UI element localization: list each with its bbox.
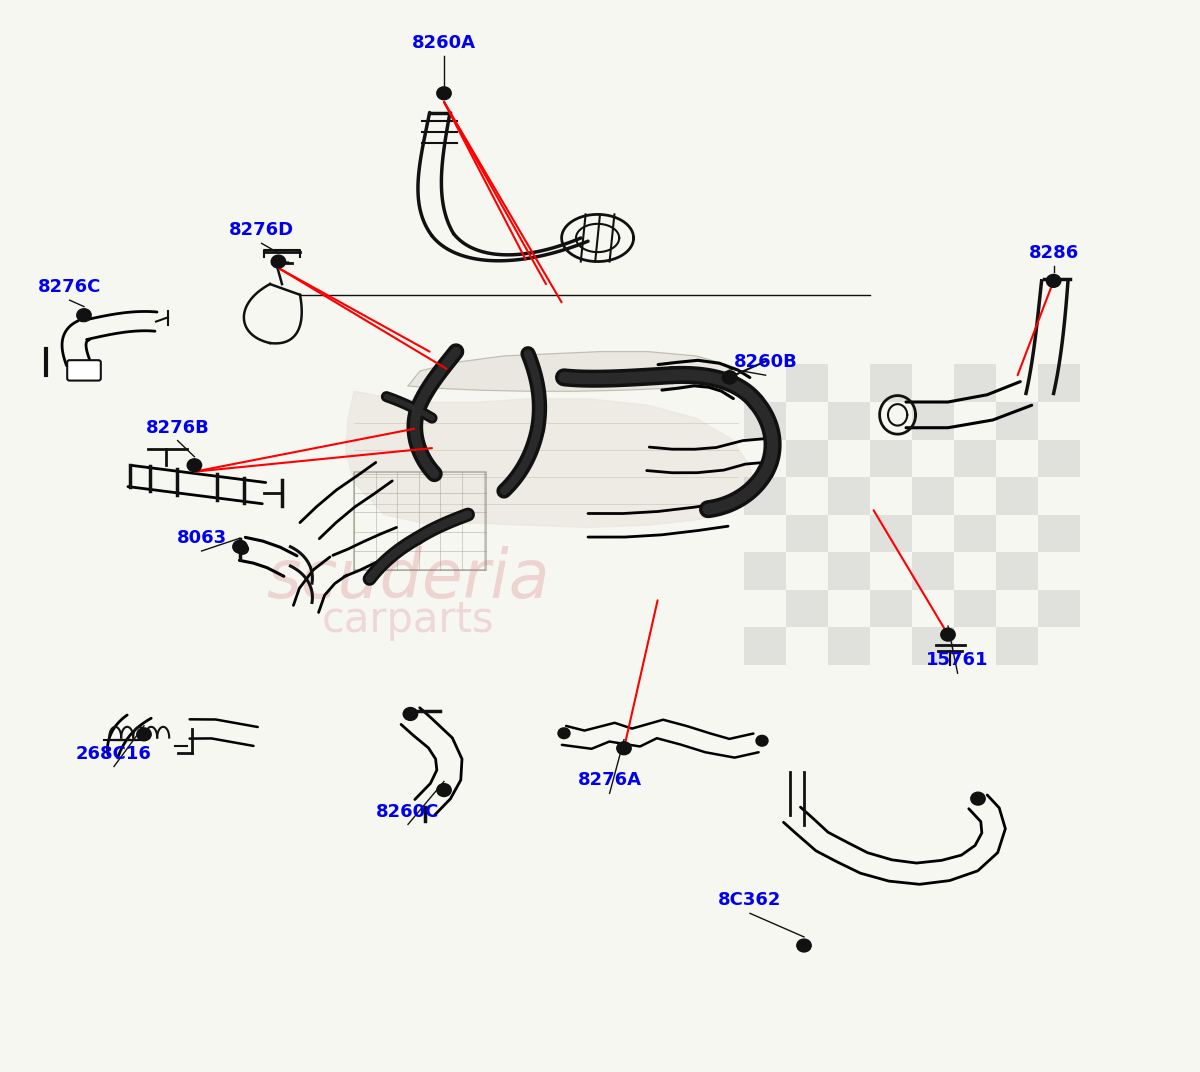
Bar [744,477,786,515]
Circle shape [797,939,811,952]
Bar [1038,364,1080,402]
Bar [996,477,1038,515]
Text: 8276A: 8276A [577,772,642,789]
Bar [786,364,828,402]
Circle shape [403,708,418,720]
Bar [912,477,954,515]
Bar [786,440,828,477]
Bar [912,627,954,665]
Bar [828,402,870,440]
Circle shape [722,371,737,384]
Circle shape [941,628,955,641]
Circle shape [236,544,248,554]
Bar [786,515,828,552]
Circle shape [971,792,985,805]
Bar [996,402,1038,440]
Bar [1038,515,1080,552]
Text: 8276D: 8276D [229,222,294,239]
Text: 8063: 8063 [176,530,227,547]
Text: carparts: carparts [322,598,494,641]
Bar [996,627,1038,665]
Bar [996,552,1038,590]
Text: 8260C: 8260C [377,803,439,820]
Text: 8260A: 8260A [412,34,476,51]
Circle shape [271,255,286,268]
Text: 8276C: 8276C [38,279,101,296]
Circle shape [617,742,631,755]
Bar [912,402,954,440]
Circle shape [756,735,768,746]
Text: 15761: 15761 [926,652,989,669]
Circle shape [722,371,737,384]
Bar [912,552,954,590]
Bar [1038,440,1080,477]
Circle shape [437,87,451,100]
Bar [828,552,870,590]
Bar [954,590,996,627]
Bar [870,515,912,552]
Bar [1038,590,1080,627]
Bar [954,440,996,477]
Text: scuderia: scuderia [266,546,550,612]
Bar [744,627,786,665]
Circle shape [558,728,570,739]
Circle shape [1046,274,1061,287]
Bar [870,364,912,402]
Bar [744,552,786,590]
Circle shape [137,728,151,741]
Polygon shape [346,391,756,527]
Polygon shape [408,352,732,391]
Text: 8C362: 8C362 [719,892,781,909]
Text: 268C16: 268C16 [76,745,152,762]
Bar [954,364,996,402]
Circle shape [437,784,451,796]
Circle shape [77,309,91,322]
Bar [786,590,828,627]
Bar [870,440,912,477]
Circle shape [233,540,247,553]
Text: 8276B: 8276B [145,419,210,436]
Bar [744,402,786,440]
Bar [954,515,996,552]
Bar [870,590,912,627]
FancyBboxPatch shape [67,360,101,381]
Text: 8286: 8286 [1028,244,1079,262]
Bar [828,627,870,665]
Circle shape [187,459,202,472]
Bar [828,477,870,515]
Text: 8260B: 8260B [733,354,798,371]
